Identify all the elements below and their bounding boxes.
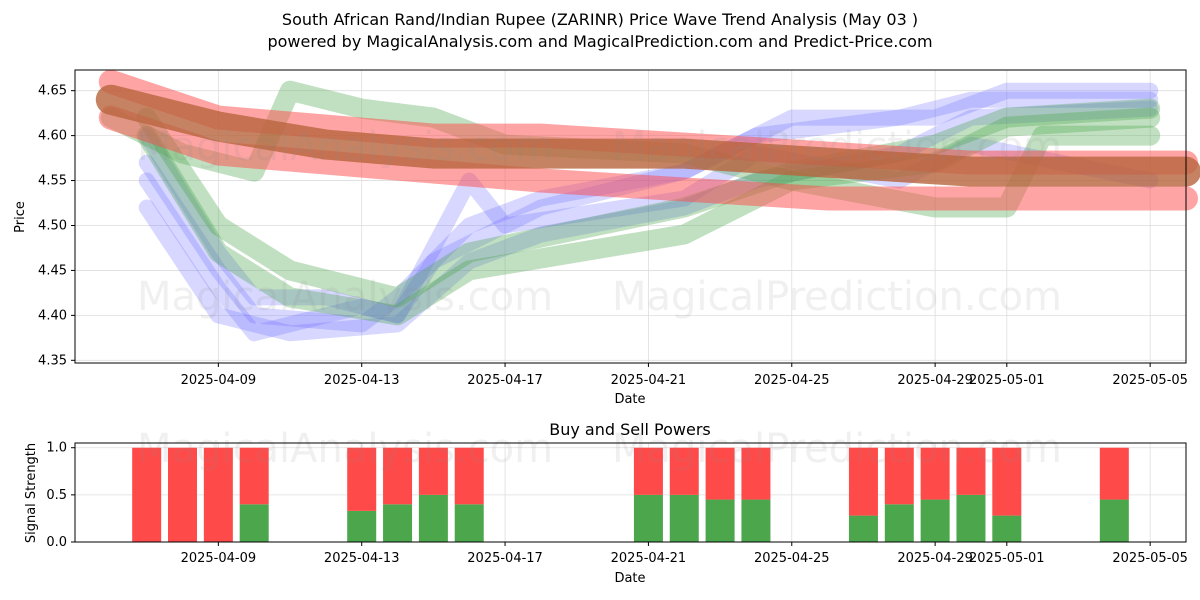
- y-tick-label: 0.5: [46, 488, 67, 503]
- buy-bar: [956, 494, 986, 542]
- bottom-plot-frame: [74, 442, 1187, 543]
- sell-bar: [669, 447, 699, 495]
- sell-bar: [920, 447, 950, 500]
- x-tick-label: 2025-04-25: [754, 551, 830, 566]
- blue-wave-band: [138, 82, 1159, 324]
- y-tick-label: 4.40: [38, 308, 67, 323]
- sell-bar: [239, 447, 269, 505]
- price-bands: [95, 69, 1200, 342]
- buy-bar: [741, 499, 771, 542]
- buy-bar: [848, 515, 878, 542]
- buy-bar: [418, 494, 448, 542]
- sell-bar: [454, 447, 484, 505]
- watermark-text: MagicalPrediction.com: [612, 274, 1062, 320]
- x-tick-label: 2025-04-17: [467, 373, 543, 388]
- x-tick-label: 2025-04-21: [611, 551, 687, 566]
- buy-bar: [454, 504, 484, 542]
- buy-bar: [239, 504, 269, 542]
- watermark-text: MagicalAnalysis.com: [137, 124, 553, 170]
- y-tick-label: 4.50: [38, 218, 67, 233]
- chart-subtitle: powered by MagicalAnalysis.com and Magic…: [267, 32, 933, 51]
- top-plot-frame: [74, 69, 1187, 364]
- buy-bar: [383, 504, 413, 542]
- top-xlabel: Date: [614, 392, 645, 407]
- sell-bar: [203, 447, 233, 542]
- x-tick-label: 2025-05-01: [969, 373, 1045, 388]
- x-tick-label: 2025-05-05: [1112, 373, 1188, 388]
- y-tick-label: 4.35: [38, 353, 67, 368]
- x-tick-label: 2025-04-17: [467, 551, 543, 566]
- watermark-text: MagicalAnalysis.com: [137, 426, 553, 472]
- buy-bar: [347, 510, 377, 542]
- buy-bar: [633, 494, 663, 542]
- sell-bar: [1099, 447, 1129, 500]
- sell-bar: [848, 447, 878, 516]
- brown-wave-band: [95, 84, 1200, 187]
- bottom-ylabel: Signal Strength: [24, 443, 39, 543]
- top-ylabel: Price: [13, 201, 28, 233]
- chart-title: South African Rand/Indian Rupee (ZARINR)…: [281, 10, 919, 29]
- x-tick-label: 2025-04-25: [754, 373, 830, 388]
- x-tick-label: 2025-04-13: [324, 551, 400, 566]
- sell-bar: [884, 447, 914, 505]
- watermark-text: MagicalPrediction.com: [612, 124, 1062, 170]
- sell-bar: [992, 447, 1022, 516]
- sell-bar: [705, 447, 735, 500]
- sell-bar: [132, 447, 162, 542]
- buy-bar: [705, 499, 735, 542]
- y-tick-label: 4.60: [38, 129, 67, 144]
- y-tick-label: 4.45: [38, 263, 67, 278]
- watermark-text: MagicalAnalysis.com: [137, 274, 553, 320]
- signal-bars: [132, 447, 1129, 542]
- buy-bar: [884, 504, 914, 542]
- watermark-text: MagicalPrediction.com: [612, 426, 1062, 472]
- red-wave-band: [98, 105, 1198, 211]
- x-tick-label: 2025-04-09: [181, 551, 257, 566]
- x-tick-label: 2025-05-01: [969, 551, 1045, 566]
- buy-bar: [992, 515, 1022, 542]
- sell-bar: [633, 447, 663, 495]
- green-wave-band: [136, 107, 1161, 326]
- top-watermarks: MagicalAnalysis.com MagicalPrediction.com…: [137, 124, 1062, 320]
- buy-bar: [669, 494, 699, 542]
- y-tick-label: 1.0: [46, 441, 67, 456]
- sell-bar: [956, 447, 986, 495]
- sell-bar: [383, 447, 413, 505]
- x-tick-label: 2025-04-09: [181, 373, 257, 388]
- sell-bar: [347, 447, 377, 511]
- x-tick-label: 2025-04-29: [897, 551, 973, 566]
- y-tick-label: 4.55: [38, 174, 67, 189]
- bottom-chart-title: Buy and Sell Powers: [549, 420, 711, 439]
- green-wave-band: [136, 98, 1161, 308]
- x-tick-label: 2025-05-05: [1112, 551, 1188, 566]
- x-tick-label: 2025-04-21: [611, 373, 687, 388]
- blue-wave-band: [138, 100, 1159, 342]
- bottom-watermarks: MagicalAnalysis.com MagicalPrediction.com: [137, 426, 1062, 472]
- x-tick-label: 2025-04-29: [897, 373, 973, 388]
- sell-bar: [418, 447, 448, 495]
- buy-bar: [920, 499, 950, 542]
- y-tick-label: 4.65: [38, 84, 67, 99]
- x-tick-label: 2025-04-13: [324, 373, 400, 388]
- blue-wave-band: [138, 91, 1159, 333]
- bottom-axes: 2025-04-09 2025-04-13 2025-04-17 2025-04-21…: [46, 441, 1188, 566]
- sell-bar: [741, 447, 771, 500]
- buy-bar: [1099, 499, 1129, 542]
- sell-bar: [168, 447, 198, 542]
- bottom-xlabel: Date: [614, 571, 645, 586]
- top-axes: 2025-04-09 2025-04-13 2025-04-17 2025-04-21…: [38, 84, 1188, 388]
- y-tick-label: 0.0: [46, 535, 67, 550]
